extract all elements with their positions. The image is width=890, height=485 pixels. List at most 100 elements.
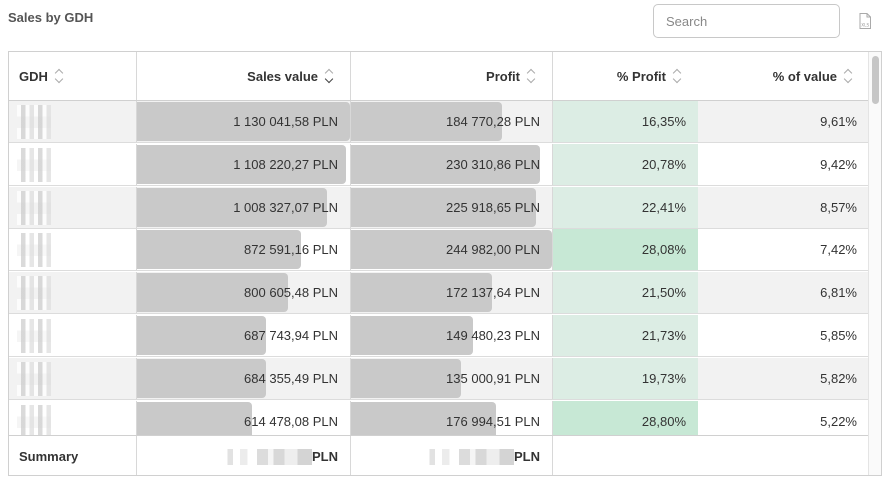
- pct-profit-cell: 16,35%: [553, 101, 698, 142]
- sales-value-cell: 1 130 041,58 PLN: [137, 101, 351, 142]
- value-bar: [351, 102, 503, 141]
- column-header-sales-value[interactable]: Sales value: [137, 52, 351, 100]
- column-header-pct-of-value[interactable]: % of value: [698, 52, 869, 100]
- pct-profit-cell: 20,78%: [553, 143, 698, 185]
- gdh-cell: [9, 101, 137, 142]
- profit-cell: 225 918,65 PLN: [351, 186, 553, 228]
- redacted-gdh: [17, 276, 51, 311]
- column-header-pct-profit[interactable]: % Profit: [553, 52, 698, 100]
- table-row[interactable]: 1 008 327,07 PLN 225 918,65 PLN 22,41% 8,57…: [9, 186, 869, 229]
- profit-cell: 184 770,28 PLN: [351, 101, 553, 142]
- pct-profit-cell: 19,73%: [553, 357, 698, 399]
- redacted-gdh: [17, 404, 51, 439]
- cell-value: 5,85%: [820, 328, 857, 343]
- sales-value-cell: 872 591,16 PLN: [137, 229, 351, 271]
- pct-of-value-cell: 7,42%: [698, 229, 869, 270]
- summary-sales: PLN: [137, 436, 351, 475]
- profit-cell: 172 137,64 PLN: [351, 272, 553, 314]
- scrollbar-thumb[interactable]: [872, 56, 879, 104]
- sales-value-cell: 684 355,49 PLN: [137, 357, 351, 399]
- sales-value-cell: 800 605,48 PLN: [137, 272, 351, 314]
- sort-icon[interactable]: [672, 67, 682, 85]
- cell-value: 9,42%: [820, 156, 857, 172]
- redacted-gdh: [17, 361, 51, 396]
- cell-value: 22,41%: [641, 199, 686, 215]
- profit-cell: 176 994,51 PLN: [351, 400, 553, 442]
- sort-descending-icon[interactable]: [324, 67, 334, 85]
- cell-value: 614 478,08 PLN: [244, 413, 338, 429]
- profit-cell: 244 982,00 PLN: [351, 229, 553, 271]
- gdh-cell: [9, 315, 137, 356]
- cell-value: 28,08%: [641, 242, 686, 258]
- cell-value: 230 310,86 PLN: [446, 156, 540, 172]
- summary-row: Summary PLN PLN: [9, 435, 869, 475]
- cell-value: 684 355,49 PLN: [244, 370, 338, 386]
- cell-value: 176 994,51 PLN: [446, 413, 540, 429]
- xls-file-icon[interactable]: XLS: [858, 13, 872, 29]
- sort-icon[interactable]: [54, 67, 64, 85]
- pct-profit-cell: 21,73%: [553, 315, 698, 356]
- cell-value: 6,81%: [820, 285, 857, 301]
- redacted-gdh: [17, 105, 51, 139]
- redacted-value: [422, 448, 514, 465]
- cell-value: 5,82%: [820, 370, 857, 386]
- vertical-scrollbar[interactable]: [868, 52, 881, 475]
- summary-label: Summary: [9, 436, 137, 475]
- cell-value: 1 130 041,58 PLN: [233, 114, 338, 129]
- svg-text:XLS: XLS: [861, 23, 869, 28]
- pct-profit-cell: 22,41%: [553, 186, 698, 228]
- pct-profit-cell: 28,08%: [553, 229, 698, 271]
- table-row[interactable]: 1 108 220,27 PLN 230 310,86 PLN 20,78% 9,42…: [9, 143, 869, 186]
- table-row[interactable]: 1 130 041,58 PLN 184 770,28 PLN 16,35% 9,61…: [9, 101, 869, 143]
- cell-value: 16,35%: [641, 114, 686, 129]
- value-bar: [137, 358, 266, 398]
- table-row[interactable]: 800 605,48 PLN 172 137,64 PLN 21,50% 6,81%: [9, 272, 869, 315]
- value-bar: [137, 316, 267, 355]
- value-bar: [137, 187, 327, 227]
- value-bar: [351, 316, 474, 355]
- cell-value: 21,50%: [641, 285, 686, 301]
- profit-cell: 149 480,23 PLN: [351, 315, 553, 356]
- column-header-gdh[interactable]: GDH: [9, 52, 137, 100]
- cell-value: 872 591,16 PLN: [244, 242, 338, 258]
- table-header: GDH Sales value Profit % Profit % of val…: [9, 52, 869, 101]
- redacted-gdh: [17, 233, 51, 268]
- gdh-cell: [9, 229, 137, 271]
- cell-value: 687 743,94 PLN: [244, 328, 338, 343]
- value-bar: [351, 358, 462, 398]
- cell-value: 1 108 220,27 PLN: [233, 156, 338, 172]
- gdh-cell: [9, 400, 137, 442]
- table-row[interactable]: 687 743,94 PLN 149 480,23 PLN 21,73% 5,85%: [9, 315, 869, 357]
- gdh-cell: [9, 186, 137, 228]
- cell-value: 1 008 327,07 PLN: [233, 199, 338, 215]
- value-bar: [137, 102, 350, 141]
- cell-value: 800 605,48 PLN: [244, 285, 338, 301]
- column-header-profit[interactable]: Profit: [351, 52, 553, 100]
- redacted-gdh: [17, 190, 51, 225]
- table-row[interactable]: 872 591,16 PLN 244 982,00 PLN 28,08% 7,42%: [9, 229, 869, 272]
- gdh-cell: [9, 143, 137, 185]
- cell-value: 19,73%: [641, 370, 686, 386]
- sort-icon[interactable]: [526, 67, 536, 85]
- search-input[interactable]: [653, 4, 840, 38]
- pct-profit-cell: 21,50%: [553, 272, 698, 314]
- cell-value: 5,22%: [820, 413, 857, 429]
- pct-of-value-cell: 6,81%: [698, 272, 869, 313]
- value-bar: [137, 401, 253, 441]
- value-bar: [351, 230, 552, 270]
- summary-profit: PLN: [351, 436, 553, 475]
- cell-value: 9,61%: [820, 114, 857, 129]
- sort-icon[interactable]: [843, 67, 853, 85]
- redacted-gdh: [17, 319, 51, 353]
- value-bar: [351, 187, 537, 227]
- profit-cell: 135 000,91 PLN: [351, 357, 553, 399]
- cell-value: 28,80%: [641, 413, 686, 429]
- page-title: Sales by GDH: [8, 10, 94, 25]
- pct-of-value-cell: 9,61%: [698, 101, 869, 142]
- redacted-value: [220, 448, 312, 465]
- pct-of-value-cell: 5,82%: [698, 358, 869, 399]
- table-row[interactable]: 684 355,49 PLN 135 000,91 PLN 19,73% 5,82%: [9, 357, 869, 400]
- sales-value-cell: 687 743,94 PLN: [137, 315, 351, 356]
- sales-value-cell: 614 478,08 PLN: [137, 400, 351, 442]
- pct-of-value-cell: 9,42%: [698, 144, 869, 185]
